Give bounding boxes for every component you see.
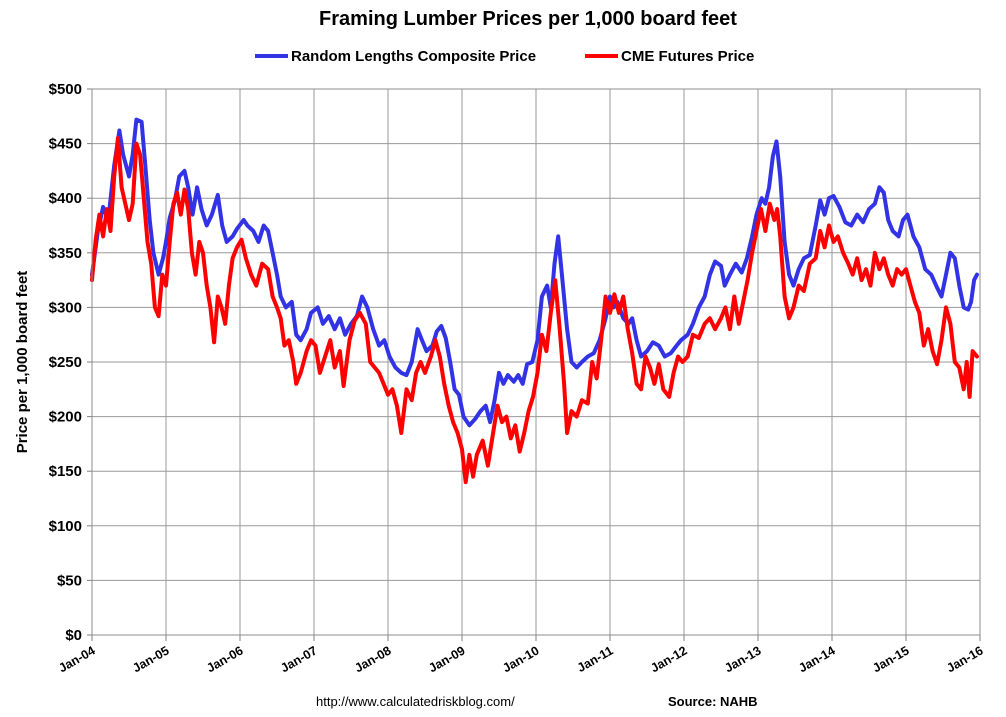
x-tick-label: Jan-16 xyxy=(944,643,985,675)
axes xyxy=(87,88,981,641)
y-tick-label: $400 xyxy=(49,190,82,207)
x-tick-label: Jan-07 xyxy=(278,643,319,675)
x-tick-label: Jan-04 xyxy=(56,643,97,675)
x-tick-label: Jan-12 xyxy=(648,643,689,675)
x-tick-label: Jan-06 xyxy=(204,643,245,675)
x-tick-label: Jan-15 xyxy=(870,643,911,675)
y-tick-label: $150 xyxy=(49,463,82,480)
y-tick-label: $500 xyxy=(49,81,82,98)
y-tick-label: $100 xyxy=(49,518,82,535)
y-tick-label: $50 xyxy=(57,572,82,589)
x-axis-ticks: Jan-04 Jan-05 Jan-06 Jan-07 Jan-08 Jan-09 Jan-… xyxy=(56,643,985,675)
y-tick-label: $450 xyxy=(49,136,82,153)
legend-label-random-lengths: Random Lengths Composite Price xyxy=(291,48,536,65)
legend-label-cme-futures: CME Futures Price xyxy=(621,48,754,65)
x-tick-label: Jan-10 xyxy=(500,643,541,675)
y-tick-label: $350 xyxy=(49,245,82,262)
gridlines xyxy=(92,88,981,635)
y-tick-label: $0 xyxy=(65,627,82,644)
footer-url: http://www.calculatedriskblog.com/ xyxy=(316,694,515,709)
y-tick-label: $250 xyxy=(49,354,82,371)
y-axis-ticks: $0 $50 $100 $150 $200 $250 $300 $350 $400 $450 $50… xyxy=(49,81,82,644)
y-axis-label: Price per 1,000 board feet xyxy=(14,271,31,454)
y-tick-label: $300 xyxy=(49,299,82,316)
plot-border xyxy=(91,88,981,636)
x-tick-label: Jan-09 xyxy=(426,643,467,675)
legend: Random Lengths Composite Price CME Futur… xyxy=(255,48,754,65)
x-tick-label: Jan-11 xyxy=(575,643,616,675)
x-tick-label: Jan-13 xyxy=(722,643,763,675)
x-tick-label: Jan-14 xyxy=(796,643,837,675)
footer-source: Source: NAHB xyxy=(668,694,758,709)
chart-title: Framing Lumber Prices per 1,000 board fe… xyxy=(319,8,737,30)
series-lines xyxy=(90,117,979,485)
series-line-random-lengths xyxy=(90,117,979,428)
x-tick-label: Jan-05 xyxy=(130,643,171,675)
y-tick-label: $200 xyxy=(49,409,82,426)
x-tick-label: Jan-08 xyxy=(352,643,393,675)
series-line-cme-futures xyxy=(90,136,979,485)
